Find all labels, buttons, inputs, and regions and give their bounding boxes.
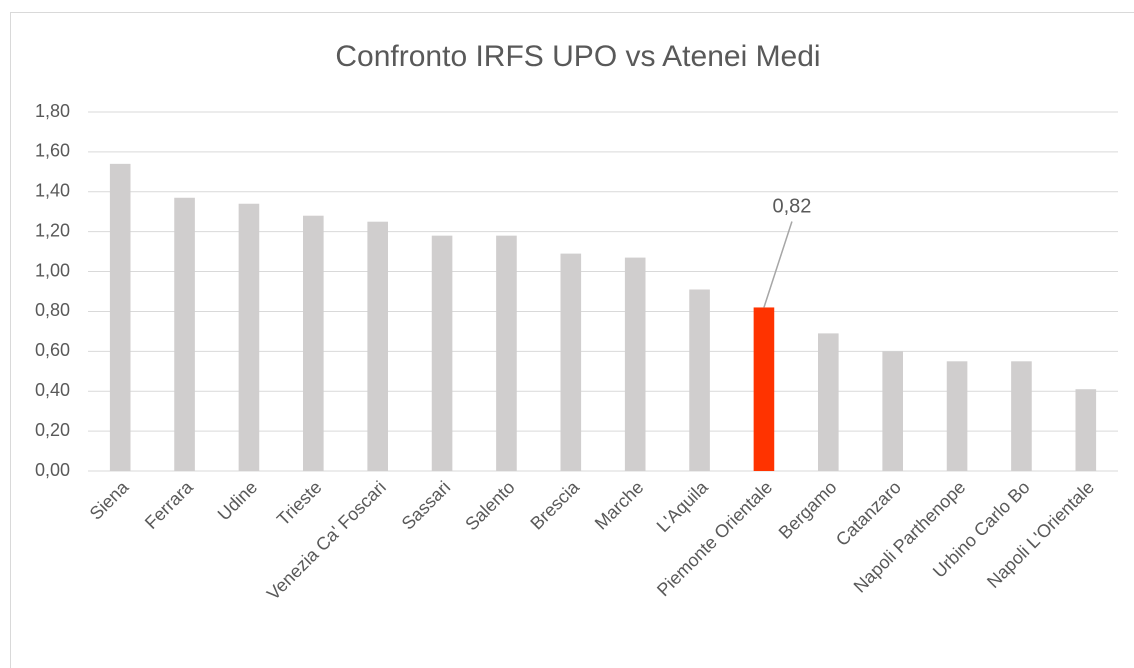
y-tick-label: 0,40 — [35, 380, 70, 400]
bar — [303, 215, 324, 471]
y-tick-label: 0,60 — [35, 340, 70, 360]
bar — [496, 235, 517, 471]
y-tick-label: 0,20 — [35, 420, 70, 440]
y-tick-label: 1,80 — [35, 101, 70, 121]
y-tick-label: 1,00 — [35, 260, 70, 280]
bar — [624, 257, 646, 471]
y-tick-label: 0,80 — [35, 300, 70, 320]
bar — [689, 289, 710, 471]
y-tick-label: 1,60 — [35, 141, 70, 161]
bar — [1075, 389, 1097, 471]
bar — [560, 253, 582, 471]
y-tick-label: 0,00 — [35, 460, 70, 480]
bar — [367, 221, 388, 471]
data-label: 0,82 — [772, 196, 811, 218]
bar — [818, 333, 839, 471]
bar — [753, 307, 775, 471]
leader-line — [763, 221, 793, 308]
bar — [882, 351, 903, 471]
bar — [1011, 361, 1032, 471]
bar — [174, 197, 195, 471]
y-tick-label: 1,20 — [35, 220, 70, 240]
bar — [431, 235, 453, 471]
bar — [946, 361, 968, 471]
y-tick-label: 1,40 — [35, 181, 70, 201]
chart-title: Confronto IRFS UPO vs Atenei Medi — [335, 40, 820, 73]
bar — [109, 163, 131, 471]
bar — [238, 203, 260, 471]
